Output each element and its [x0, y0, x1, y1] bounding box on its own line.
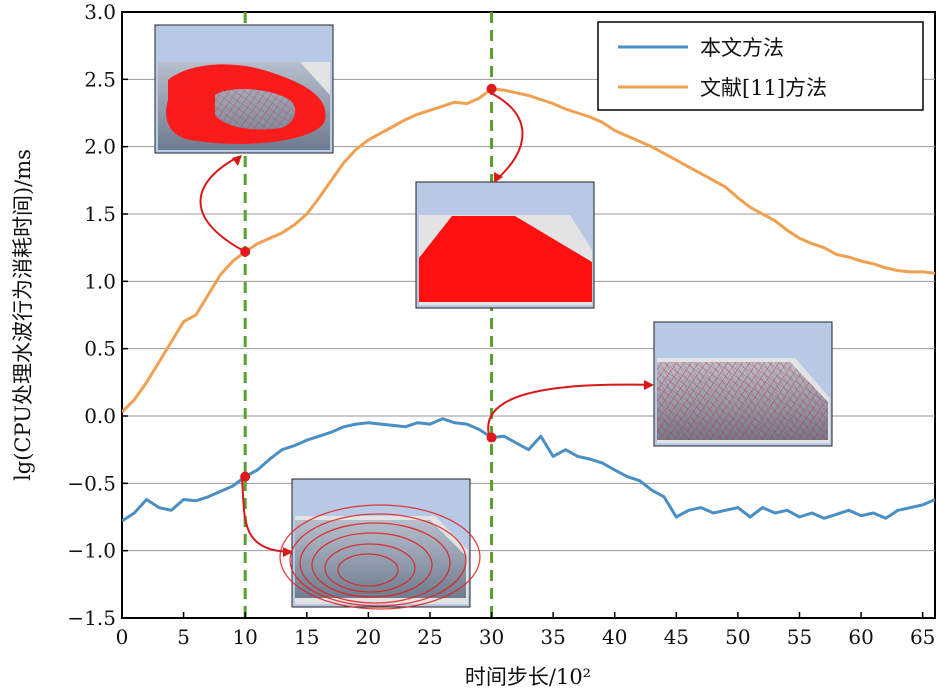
x-tick-label-10: 50	[725, 625, 750, 649]
x-tick-label-3: 15	[294, 625, 319, 649]
inset-simulation-2	[415, 181, 595, 309]
arrow-2	[488, 91, 524, 181]
highlight-marker-1	[486, 432, 497, 443]
legend-label-0: 本文方法	[700, 36, 784, 60]
legend: 本文方法 文献[11]方法	[597, 21, 924, 111]
y-axis-ticks: −1.5 −1.0 −0.5 0.0 0.5 1.0 1.5 2.0 2.5 3.0	[67, 0, 128, 630]
x-tick-label-6: 30	[479, 625, 504, 649]
x-tick-label-13: 65	[910, 625, 935, 649]
inset-simulation-3	[653, 321, 833, 447]
x-tick-label-4: 20	[356, 625, 381, 649]
arrow-1	[199, 156, 243, 251]
x-tick-label-0: 0	[116, 625, 129, 649]
x-axis-title: 时间步长/10²	[465, 665, 591, 689]
x-tick-label-9: 45	[664, 625, 689, 649]
inset-arrows	[199, 91, 652, 553]
x-tick-label-7: 35	[540, 625, 565, 649]
y-tick-label-0: −1.5	[67, 606, 116, 630]
y-tick-label-5: 1.0	[84, 269, 116, 293]
arrow-heads	[232, 155, 654, 557]
arrow-3	[487, 383, 652, 436]
x-tick-label-5: 25	[417, 625, 442, 649]
y-axis-title: lg(CPU处理水波行为消耗时间)/ms	[11, 149, 35, 481]
x-tick-label-12: 60	[848, 625, 873, 649]
inset-simulation-4	[279, 478, 481, 610]
highlight-marker-2	[240, 246, 251, 257]
x-tick-label-11: 55	[787, 625, 812, 649]
y-tick-label-9: 3.0	[84, 0, 116, 24]
y-tick-label-2: −0.5	[67, 471, 116, 495]
x-tick-label-2: 10	[232, 625, 257, 649]
highlight-marker-3	[486, 83, 497, 94]
x-tick-label-8: 40	[602, 625, 627, 649]
inset-simulation-1	[154, 24, 334, 154]
y-tick-label-1: −1.0	[67, 539, 116, 563]
legend-label-1: 文献[11]方法	[700, 76, 827, 100]
x-axis-ticks: 0 5 10 15 20 25 30 35 40 45 50 55 60 65	[116, 612, 935, 649]
y-tick-label-4: 0.5	[84, 337, 116, 361]
y-tick-label-6: 1.5	[84, 202, 116, 226]
y-tick-label-8: 2.5	[84, 67, 116, 91]
arrow-4	[241, 477, 291, 553]
x-tick-label-1: 5	[177, 625, 190, 649]
y-tick-label-7: 2.0	[84, 135, 116, 159]
y-tick-label-3: 0.0	[84, 404, 116, 428]
